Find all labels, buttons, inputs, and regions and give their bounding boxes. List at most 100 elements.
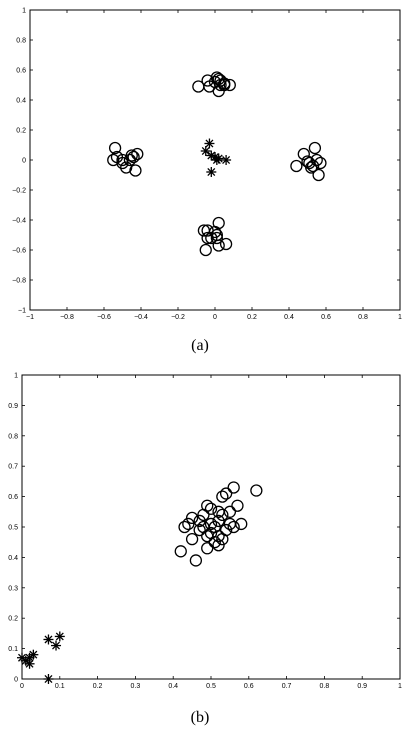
y-tick-label: 0.4 xyxy=(8,555,18,562)
asterisk-point xyxy=(28,649,39,660)
circle-point xyxy=(250,484,263,497)
x-tick-label: −0.4 xyxy=(134,314,148,321)
circle-point xyxy=(199,243,212,257)
x-tick-label: 0.2 xyxy=(93,683,103,690)
y-tick-label: 0.6 xyxy=(16,68,26,75)
y-tick-label: 0.1 xyxy=(8,646,18,653)
x-tick-label: 0 xyxy=(213,314,217,321)
circle-point xyxy=(312,168,325,182)
y-tick-label: −0.6 xyxy=(12,248,26,255)
y-tick-label: 0.6 xyxy=(8,494,18,501)
y-tick-label: 0.3 xyxy=(8,585,18,592)
asterisk-point xyxy=(54,631,65,642)
circle-point xyxy=(193,514,206,528)
x-tick-label: 1 xyxy=(398,314,402,321)
circle-point xyxy=(185,533,199,546)
x-tick-label: 0.7 xyxy=(282,683,292,690)
circle-point xyxy=(193,523,206,537)
circle-point xyxy=(116,156,129,170)
circle-point xyxy=(305,161,318,174)
circle-point xyxy=(218,77,231,90)
circle-point xyxy=(216,508,229,521)
asterisk-stroke xyxy=(44,635,53,644)
circle-point xyxy=(201,542,214,555)
chart-b: 0 0.1 0.2 0.3 0.4 0.5 0.6 0.7 0.8 0.9 1 0 0.1 0.2 0.3 0… xyxy=(8,373,402,727)
asterisk-point xyxy=(24,658,35,669)
x-tick-label: 0.3 xyxy=(131,683,141,690)
x-tick-label: 0.6 xyxy=(244,683,254,690)
circle-point xyxy=(125,149,138,162)
x-tick-label: −0.6 xyxy=(97,314,111,321)
x-tick-label: 0.8 xyxy=(320,683,330,690)
circle-point xyxy=(212,514,225,528)
circle-point xyxy=(178,520,191,534)
circle-point xyxy=(223,505,237,518)
circle-point xyxy=(212,539,225,552)
chart-a-caption: (a) xyxy=(191,337,209,354)
circle-point xyxy=(227,520,240,534)
x-tick-label: 0.6 xyxy=(321,314,331,321)
y-tick-label: −0.8 xyxy=(12,278,26,285)
circle-point xyxy=(174,545,187,558)
chart-a-axes: −1 −0.8 −0.6 −0.4 −0.2 0 0.2 0.4 0.6 0.8 1 −1 −0.8 −0… xyxy=(12,8,402,322)
y-tick-label: 0.9 xyxy=(8,403,18,410)
circle-point xyxy=(210,71,224,84)
asterisk-stroke xyxy=(44,675,53,683)
x-tick-label: 1 xyxy=(398,683,402,690)
circle-point xyxy=(201,231,214,245)
x-tick-label: 0.4 xyxy=(284,314,294,321)
x-tick-label: 0.2 xyxy=(247,314,257,321)
circle-point xyxy=(108,141,122,155)
chart-a: −1 −0.8 −0.6 −0.4 −0.2 0 0.2 0.4 0.6 0.8 1 −1 −0.8 −0… xyxy=(12,8,402,355)
asterisk-stroke xyxy=(55,632,64,641)
circle-point xyxy=(131,147,144,161)
x-tick-label: 0.9 xyxy=(357,683,367,690)
asterisk-stroke xyxy=(29,650,38,659)
circle-point xyxy=(297,147,310,161)
asterisk-stroke xyxy=(214,154,223,163)
circle-point xyxy=(182,517,195,531)
circle-point xyxy=(235,517,248,531)
y-tick-label: 1 xyxy=(14,373,18,380)
asterisk-point xyxy=(200,146,211,156)
asterisk-point xyxy=(221,155,232,165)
circle-point xyxy=(129,164,142,177)
asterisk-point xyxy=(43,634,54,645)
x-tick-label: 0.4 xyxy=(168,683,178,690)
circle-point xyxy=(219,237,233,251)
circle-point xyxy=(107,153,120,167)
asterisk-point xyxy=(43,674,54,684)
x-tick-label: 0 xyxy=(20,683,24,690)
y-tick-label: 0 xyxy=(22,158,26,165)
circle-point xyxy=(290,159,303,173)
circle-point xyxy=(204,502,218,515)
asterisk-stroke xyxy=(207,151,216,160)
circle-point xyxy=(189,554,203,567)
x-tick-label: 0.1 xyxy=(55,683,65,690)
circle-point xyxy=(127,150,140,164)
circle-point xyxy=(223,78,236,92)
asterisk-point xyxy=(206,167,217,177)
circle-point xyxy=(308,141,322,155)
x-tick-label: 0.5 xyxy=(206,683,216,690)
circle-point xyxy=(227,481,240,494)
circle-point xyxy=(216,490,229,503)
y-tick-label: 0.8 xyxy=(8,433,18,440)
circle-point xyxy=(210,231,224,245)
chart-b-axes: 0 0.1 0.2 0.3 0.4 0.5 0.6 0.7 0.8 0.9 1 0 0.1 0.2 0.3 0… xyxy=(8,373,402,691)
y-tick-label: 0.7 xyxy=(8,464,18,471)
chart-b-marks xyxy=(17,481,263,684)
asterisk-point xyxy=(213,153,224,164)
asterisk-stroke xyxy=(25,659,34,668)
y-tick-label: −0.4 xyxy=(12,218,26,225)
asterisk-stroke xyxy=(52,641,61,650)
circle-point xyxy=(201,499,214,512)
circle-point xyxy=(216,533,229,546)
circle-point xyxy=(219,487,233,500)
asterisk-point xyxy=(51,640,62,651)
x-tick-label: 0.8 xyxy=(358,314,368,321)
circle-point xyxy=(208,536,221,549)
x-tick-label: −1 xyxy=(26,314,34,321)
y-tick-label: 0.2 xyxy=(16,128,26,135)
